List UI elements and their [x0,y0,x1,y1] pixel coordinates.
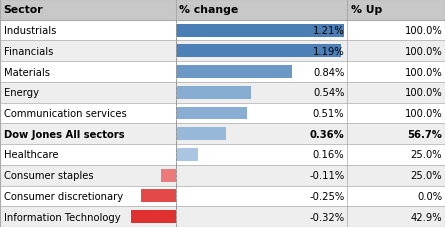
Bar [176,107,247,120]
Text: 0.36%: 0.36% [310,129,344,139]
Text: Energy: Energy [4,88,39,98]
Text: Dow Jones All sectors: Dow Jones All sectors [4,129,124,139]
Text: 0.16%: 0.16% [313,150,344,160]
Text: 0.84%: 0.84% [313,67,344,77]
Text: Communication services: Communication services [4,109,126,118]
Text: 100.0%: 100.0% [405,67,442,77]
Bar [141,190,176,202]
Text: 56.7%: 56.7% [408,129,442,139]
Text: 100.0%: 100.0% [405,109,442,118]
Text: % change: % change [179,5,239,15]
Text: 42.9%: 42.9% [411,212,442,222]
Bar [0,206,445,227]
Text: 1.19%: 1.19% [313,47,344,57]
Text: 100.0%: 100.0% [405,26,442,36]
Text: Industrials: Industrials [4,26,56,36]
Bar [0,124,445,144]
Bar [0,165,445,186]
Bar [176,148,198,161]
Text: Healthcare: Healthcare [4,150,58,160]
Text: Materials: Materials [4,67,49,77]
Bar [176,86,251,99]
Bar [176,45,341,58]
Text: Financials: Financials [4,47,53,57]
Bar [176,66,292,79]
Text: Consumer staples: Consumer staples [4,170,93,180]
Bar [0,83,445,103]
Text: 100.0%: 100.0% [405,88,442,98]
Text: 1.21%: 1.21% [313,26,344,36]
Text: % Up: % Up [351,5,382,15]
Bar [131,210,176,223]
Text: 100.0%: 100.0% [405,47,442,57]
Text: -0.32%: -0.32% [309,212,344,222]
Bar [161,169,176,182]
Text: 0.51%: 0.51% [313,109,344,118]
Bar [0,0,445,21]
Text: Sector: Sector [4,5,43,15]
Bar [0,41,445,62]
Text: 25.0%: 25.0% [411,150,442,160]
Text: 0.54%: 0.54% [313,88,344,98]
Text: 25.0%: 25.0% [411,170,442,180]
Text: Consumer discretionary: Consumer discretionary [4,191,123,201]
Bar [176,25,344,37]
Text: -0.25%: -0.25% [309,191,344,201]
Bar [176,128,226,141]
Text: -0.11%: -0.11% [309,170,344,180]
Text: 0.0%: 0.0% [417,191,442,201]
Text: Information Technology: Information Technology [4,212,120,222]
